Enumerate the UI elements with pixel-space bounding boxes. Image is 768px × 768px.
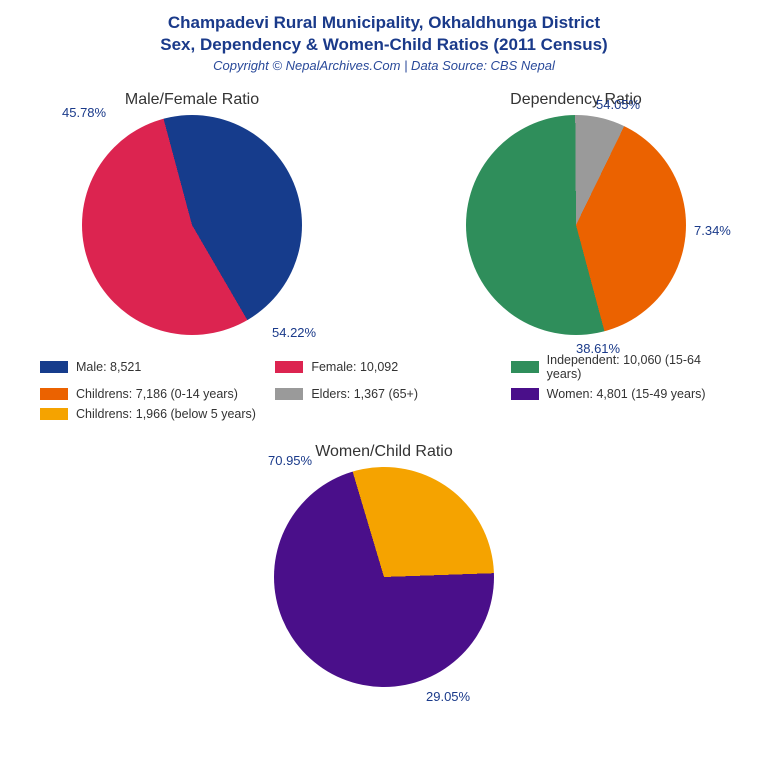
legend-item: Independent: 10,060 (15-64 years) bbox=[511, 353, 728, 381]
legend-swatch bbox=[40, 361, 68, 373]
chart-women-child-ratio: Women/Child Ratio 70.95%29.05% bbox=[274, 443, 494, 687]
main-title-line1: Champadevi Rural Municipality, Okhaldhun… bbox=[0, 12, 768, 34]
pct-label: 29.05% bbox=[426, 689, 470, 704]
pct-label: 7.34% bbox=[694, 223, 731, 238]
legend: Male: 8,521 Female: 10,092 Independent: 10… bbox=[40, 353, 728, 421]
legend-swatch bbox=[511, 388, 539, 400]
pie-wc-wrap: 70.95%29.05% bbox=[274, 467, 494, 687]
legend-swatch bbox=[275, 361, 303, 373]
chart-sex-ratio: Male/Female Ratio 45.78%54.22% bbox=[82, 91, 302, 335]
legend-text: Elders: 1,367 (65+) bbox=[311, 387, 418, 401]
main-title-line2: Sex, Dependency & Women-Child Ratios (20… bbox=[0, 34, 768, 56]
pct-label: 45.78% bbox=[62, 105, 106, 120]
legend-text: Female: 10,092 bbox=[311, 360, 398, 374]
bottom-chart-row: Women/Child Ratio 70.95%29.05% bbox=[0, 443, 768, 687]
legend-text: Male: 8,521 bbox=[76, 360, 141, 374]
legend-item: Female: 10,092 bbox=[275, 353, 492, 381]
legend-item: Male: 8,521 bbox=[40, 353, 257, 381]
chart-title-sex: Male/Female Ratio bbox=[125, 91, 259, 109]
top-chart-row: Male/Female Ratio 45.78%54.22% Dependenc… bbox=[0, 91, 768, 335]
legend-swatch bbox=[40, 408, 68, 420]
pct-label: 54.05% bbox=[596, 97, 640, 112]
pie-dep-wrap: 54.05%7.34%38.61% bbox=[466, 115, 686, 335]
legend-text: Women: 4,801 (15-49 years) bbox=[547, 387, 706, 401]
pie-dependency bbox=[466, 115, 686, 335]
legend-item: Elders: 1,367 (65+) bbox=[275, 387, 492, 401]
pct-label: 54.22% bbox=[272, 325, 316, 340]
legend-item: Childrens: 1,966 (below 5 years) bbox=[40, 407, 257, 421]
legend-swatch bbox=[511, 361, 539, 373]
pie-sex bbox=[82, 115, 302, 335]
chart-dependency-ratio: Dependency Ratio 54.05%7.34%38.61% bbox=[466, 91, 686, 335]
legend-item: Women: 4,801 (15-49 years) bbox=[511, 387, 728, 401]
pie-sex-wrap: 45.78%54.22% bbox=[82, 115, 302, 335]
legend-swatch bbox=[275, 388, 303, 400]
pie-women-child bbox=[274, 467, 494, 687]
title-block: Champadevi Rural Municipality, Okhaldhun… bbox=[0, 0, 768, 73]
legend-swatch bbox=[40, 388, 68, 400]
legend-text: Childrens: 7,186 (0-14 years) bbox=[76, 387, 238, 401]
pct-label: 70.95% bbox=[268, 453, 312, 468]
legend-item: Childrens: 7,186 (0-14 years) bbox=[40, 387, 257, 401]
subtitle: Copyright © NepalArchives.Com | Data Sou… bbox=[0, 58, 768, 73]
chart-title-women-child: Women/Child Ratio bbox=[315, 443, 453, 461]
pct-label: 38.61% bbox=[576, 341, 620, 356]
legend-text: Independent: 10,060 (15-64 years) bbox=[547, 353, 728, 381]
legend-text: Childrens: 1,966 (below 5 years) bbox=[76, 407, 256, 421]
